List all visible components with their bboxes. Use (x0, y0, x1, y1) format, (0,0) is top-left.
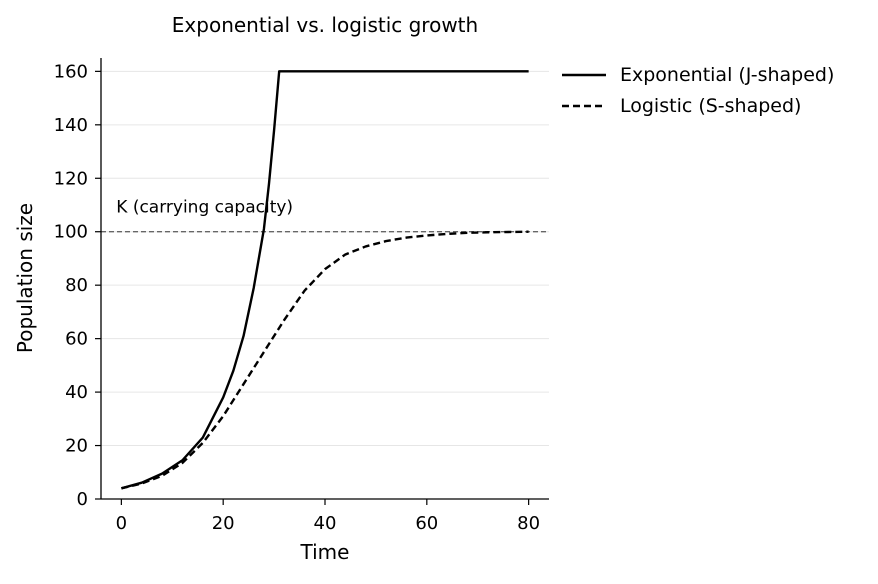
y-tick-label: 0 (77, 489, 88, 510)
y-tick-label: 80 (65, 275, 88, 296)
carrying-capacity-label: K (carrying capacity) (116, 198, 293, 218)
chart-title: Exponential vs. logistic growth (172, 13, 478, 37)
series-line-logistic (121, 230, 529, 490)
x-tick-label: 20 (212, 513, 235, 534)
x-tick-label: 60 (415, 513, 438, 534)
x-tick-label: 40 (314, 513, 337, 534)
axes (100, 58, 549, 500)
reference-line-group: K (carrying capacity) (101, 198, 549, 233)
y-tick-label: 120 (54, 168, 88, 189)
legend-label-logistic: Logistic (S-shaped) (620, 95, 801, 117)
x-axis-label: Time (300, 540, 350, 564)
x-tick-label: 80 (517, 513, 540, 534)
y-tick-label: 20 (65, 436, 88, 457)
series-line-exponential (121, 70, 529, 490)
x-tick-label: 0 (116, 513, 127, 534)
y-tick-label: 140 (54, 115, 88, 136)
y-tick-label: 60 (65, 329, 88, 350)
y-tick-label: 40 (65, 382, 88, 403)
y-tick-label: 160 (54, 61, 88, 82)
ticks: 0 20 40 60 80 0 20 40 60 80 100 120 140 160 (54, 61, 540, 534)
y-axis-label: Population size (13, 203, 37, 353)
y-tick-label: 100 (54, 222, 88, 243)
legend: Exponential (J-shaped) Logistic (S-shaped… (562, 64, 834, 117)
gridlines (101, 70, 549, 447)
series-group (121, 70, 529, 490)
legend-label-exponential: Exponential (J-shaped) (620, 64, 834, 86)
